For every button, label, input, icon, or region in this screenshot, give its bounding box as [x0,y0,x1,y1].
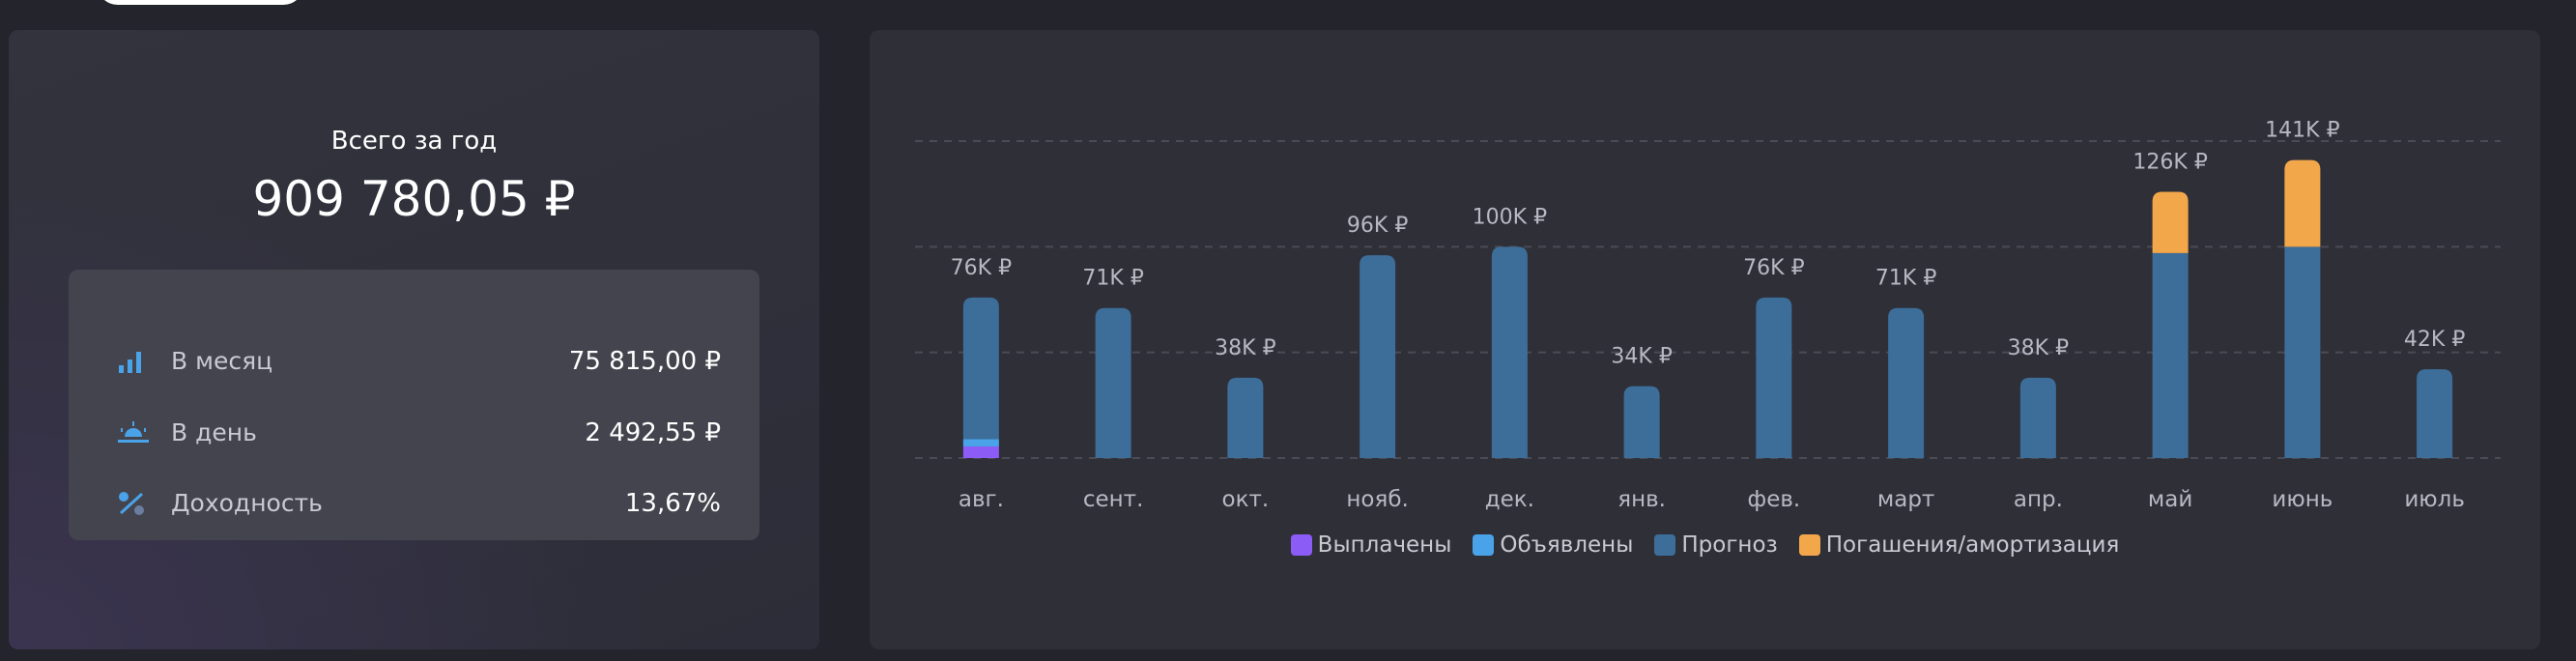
x-tick-label: дек. [1485,487,1534,512]
x-tick-label: янв. [1617,487,1666,512]
stat-label: В день [171,418,257,446]
bar-segment [962,445,999,458]
legend-swatch [1473,534,1495,556]
stat-label: Доходность [171,489,323,517]
stat-row: Доходность 13,67% [69,484,759,523]
stat-label: В месяц [171,347,273,375]
tab-pill[interactable] [97,0,304,5]
stat-row: В день 2 492,55 ₽ [69,414,759,452]
bar-segment [1360,255,1396,458]
bar-segment [962,297,999,440]
x-tick-label: апр. [2014,487,2063,512]
bar-segment [962,439,999,446]
data-label: 34K ₽ [1611,345,1672,369]
x-tick-label: сент. [1083,487,1144,512]
stat-value: 75 815,00 ₽ [568,347,721,376]
bar-segment [2284,159,2321,247]
x-tick-label: авг. [959,487,1004,512]
stats-box: В месяц 75 815,00 ₽ В день 2 492,55 ₽ До… [69,270,759,540]
bar-segment [1491,246,1528,458]
stat-row: В месяц 75 815,00 ₽ [69,342,759,381]
stat-value: 2 492,55 ₽ [585,418,721,447]
legend-swatch [1654,534,1676,556]
x-tick-label: май [2148,487,2192,512]
legend-item[interactable]: Выплачены [1290,532,1452,558]
legend-swatch [1290,534,1312,556]
legend-item[interactable]: Объявлены [1473,532,1633,558]
legend-label: Погашения/амортизация [1825,532,2120,558]
bar-segment [1888,307,1925,458]
x-tick-label: март [1877,487,1934,512]
legend-label: Выплачены [1317,532,1452,558]
chart-panel: авг. 76K ₽ сент. 71K ₽ окт. 38K ₽ нояб. 96K ₽ де… [870,30,2540,649]
legend-label: Прогноз [1681,532,1778,558]
x-tick-label: нояб. [1346,487,1408,512]
summary-panel: Всего за год 909 780,05 ₽ В месяц 75 815… [9,30,819,649]
legend-item[interactable]: Прогноз [1654,532,1778,558]
legend-item[interactable]: Погашения/амортизация [1798,532,2120,558]
bar-segment [1623,386,1660,458]
legend: Выплачены Объявлены Прогноз Погашения/аморт… [870,532,2540,558]
bar-segment [2152,252,2189,458]
data-label: 42K ₽ [2404,328,2465,352]
bar-segment [1227,377,1264,458]
bar-segment [1756,297,1792,458]
data-label: 76K ₽ [1743,256,1804,280]
data-label: 38K ₽ [2008,336,2069,360]
data-label: 76K ₽ [951,256,1012,280]
x-tick-label: июнь [2272,487,2333,512]
chart: авг. 76K ₽ сент. 71K ₽ окт. 38K ₽ нояб. 96K ₽ де… [915,119,2501,512]
bar-segment [2152,191,2189,253]
data-label: 100K ₽ [1473,205,1547,229]
legend-swatch [1798,534,1820,556]
data-label: 96K ₽ [1347,214,1408,238]
legend-label: Объявлены [1500,532,1634,558]
data-label: 38K ₽ [1215,336,1275,360]
icon [119,492,144,515]
data-label: 71K ₽ [1082,267,1143,291]
bar-segment [2019,377,2056,458]
data-label: 141K ₽ [2265,119,2339,143]
data-label: 71K ₽ [1875,267,1936,291]
bar-segment [2417,369,2453,458]
data-label: 126K ₽ [2132,150,2207,174]
summary-title: Всего за год [330,127,498,156]
summary-total: 909 780,05 ₽ [252,171,576,227]
x-tick-label: июль [2404,487,2465,512]
stat-value: 13,67% [624,489,721,518]
bar-segment [1095,307,1131,458]
bar-segment [2284,246,2321,458]
icon [118,421,149,443]
icon [119,352,141,373]
x-tick-label: фев. [1748,487,1801,512]
x-tick-label: окт. [1222,487,1270,512]
